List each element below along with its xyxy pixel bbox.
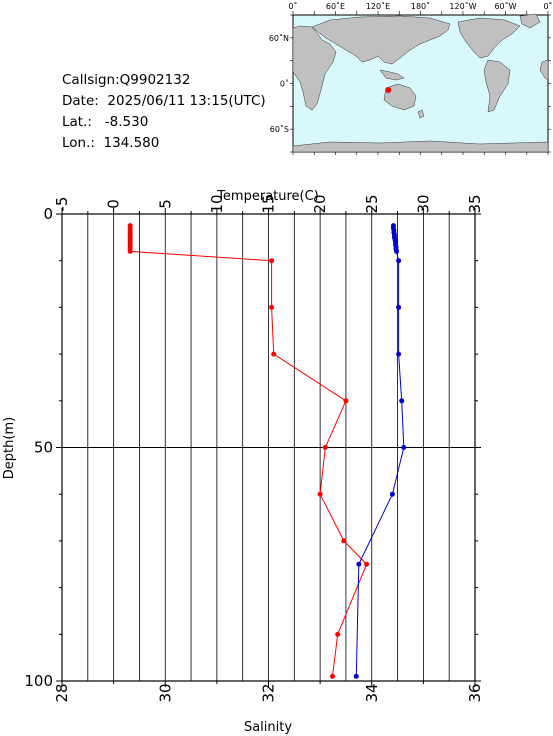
map-longitude-label: 60˚W — [494, 1, 516, 11]
map-longitude-label: 0˚ — [288, 1, 297, 11]
map-latitude-label: 0˚ — [280, 79, 289, 89]
salinity-point — [396, 351, 402, 357]
temperature-tick-label: 10 — [208, 194, 226, 213]
map-longitude-label: 0˚ — [543, 1, 552, 11]
series-layer — [127, 223, 407, 679]
map-longitude-label: 120˚E — [366, 1, 390, 11]
temperature-tick-label: 15 — [260, 194, 278, 213]
salinity-axis-label: Salinity — [244, 720, 292, 735]
float-location-marker — [385, 86, 392, 93]
salinity-series — [353, 223, 407, 679]
salinity-point — [399, 398, 405, 404]
temperature-tick-label: 0 — [105, 199, 123, 209]
salinity-point — [353, 673, 359, 679]
temperature-point — [271, 351, 277, 357]
map-latitude-label: 60˚N — [269, 33, 289, 43]
latitude: Lat.: -8.530 — [62, 114, 149, 130]
temperature-axis: -5 0 5 10 15 20 25 30 35 — [53, 194, 484, 214]
temperature-tick-label: 35 — [466, 194, 484, 213]
longitude: Lon.: 134.580 — [62, 135, 160, 151]
salinity-point — [396, 304, 402, 310]
temperature-point — [364, 561, 370, 567]
float-info: Callsign:Q9902132 Date: 2025/06/11 13:15… — [62, 70, 266, 154]
salinity-point — [396, 258, 402, 264]
salinity-tick-label: 28 — [53, 683, 71, 702]
temperature-tick-label: 20 — [311, 194, 329, 213]
callsign: Callsign:Q9902132 — [62, 72, 191, 88]
salinity-axis: 28 30 32 34 36 — [53, 681, 484, 703]
temperature-tick-label: 30 — [414, 194, 432, 213]
temperature-point — [269, 258, 275, 264]
temperature-series — [127, 223, 370, 679]
map-longitude-label: 60˚E — [326, 1, 345, 11]
salinity-tick-label: 36 — [466, 683, 484, 702]
map-latitude-labels: 60˚N 0˚ 60˚S — [269, 33, 289, 134]
map-longitude-labels: 0˚ 60˚E 120˚E 180˚ 120˚W 60˚W 0˚ — [288, 1, 552, 11]
depth-axis-label: Depth(m) — [2, 417, 17, 479]
map-longitude-label: 120˚W — [449, 1, 476, 11]
map-latitude-label: 60˚S — [270, 124, 289, 134]
salinity-tick-label: 32 — [260, 683, 278, 702]
depth-tick-label: 50 — [34, 439, 53, 457]
temperature-tick-label: 25 — [363, 194, 381, 213]
temperature-point — [341, 538, 347, 544]
salinity-tick-label: 34 — [363, 683, 381, 702]
salinity-line — [355, 225, 405, 677]
salinity-point — [401, 445, 407, 450]
location-map: 0˚ 60˚E 120˚E 180˚ 120˚W 60˚W 0˚ 60˚N 0˚ 60˚S — [269, 1, 553, 155]
salinity-point — [394, 248, 400, 254]
temperature-point — [317, 491, 323, 497]
salinity-point — [356, 561, 362, 567]
temperature-tick-label: 5 — [156, 199, 174, 209]
temperature-tick-label: -5 — [53, 197, 71, 212]
temperature-point — [330, 673, 336, 679]
salinity-point — [389, 491, 395, 497]
temperature-point — [127, 248, 133, 254]
map-ticks — [290, 11, 551, 155]
depth-axis: 0 50 100 — [24, 205, 481, 690]
temperature-point — [335, 631, 341, 637]
temperature-point — [322, 445, 328, 450]
grid — [62, 214, 475, 681]
map-land — [292, 13, 549, 153]
salinity-tick-label: 30 — [156, 683, 174, 702]
temperature-axis-label: Temperature(C) — [216, 189, 319, 204]
date: Date: 2025/06/11 13:15(UTC) — [62, 93, 266, 109]
depth-tick-label: 100 — [24, 672, 53, 690]
temperature-point — [269, 304, 275, 310]
depth-tick-label: 0 — [43, 205, 53, 223]
temperature-point — [343, 398, 349, 404]
map-longitude-label: 180˚ — [411, 1, 430, 11]
